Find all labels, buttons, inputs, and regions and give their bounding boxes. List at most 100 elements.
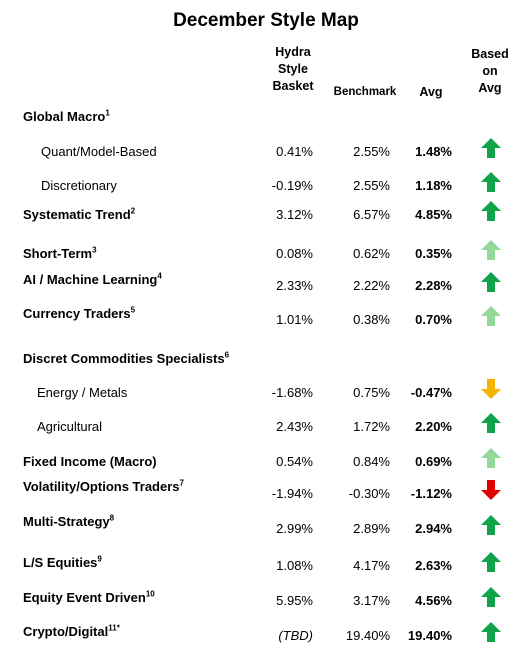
hydra-value: 0.41%	[276, 144, 313, 159]
arrow-up-icon	[481, 587, 501, 607]
arrow-down-icon	[481, 480, 501, 500]
avg-value: 4.56%	[415, 593, 452, 608]
hydra-value: 2.33%	[276, 278, 313, 293]
row-label: Volatility/Options Traders7	[23, 479, 184, 494]
header-based-line1: Based	[471, 47, 509, 61]
footnote-marker: 11*	[108, 623, 120, 633]
arrow-shape	[481, 622, 501, 642]
row-label: Global Macro1	[23, 109, 110, 124]
page-title: December Style Map	[173, 10, 359, 31]
footnote-marker: 10	[145, 589, 155, 599]
arrow-up-icon	[481, 201, 501, 221]
header-avg: Avg	[419, 85, 443, 99]
row-label: Fixed Income (Macro)	[23, 454, 157, 469]
header-based-on-avg: Based on Avg	[470, 46, 510, 97]
hydra-value: 2.43%	[276, 419, 313, 434]
row-label-text: Discret Commodities Specialists	[23, 351, 225, 366]
avg-value: 1.48%	[415, 144, 452, 159]
footnote-marker: 7	[179, 478, 184, 488]
row-label: Quant/Model-Based	[41, 144, 157, 159]
arrow-shape	[481, 515, 501, 535]
arrow-shape	[481, 272, 501, 292]
arrow-up-icon	[481, 306, 501, 326]
row-label: L/S Equities9	[23, 555, 102, 570]
arrow-shape	[481, 413, 501, 433]
benchmark-value: 0.62%	[353, 246, 390, 261]
row-label-text: Energy / Metals	[37, 385, 128, 400]
hydra-value: 0.08%	[276, 246, 313, 261]
arrow-shape	[481, 379, 501, 399]
row-label: Discret Commodities Specialists6	[23, 351, 229, 366]
benchmark-value: 19.40%	[345, 628, 390, 643]
arrow-up-icon	[481, 515, 501, 535]
hydra-value: 2.99%	[276, 521, 313, 536]
benchmark-value: 3.17%	[353, 593, 390, 608]
arrow-shape	[481, 138, 501, 158]
arrow-up-icon	[481, 172, 501, 192]
row-label-text: Fixed Income (Macro)	[23, 454, 157, 469]
avg-value: 4.85%	[415, 207, 452, 222]
benchmark-value: 0.75%	[353, 385, 390, 400]
row-label-text: Volatility/Options Traders	[23, 479, 180, 494]
hydra-value: 3.12%	[276, 207, 313, 222]
hydra-value: -1.68%	[271, 385, 313, 400]
row-label-text: Crypto/Digital	[23, 624, 109, 639]
footnote-marker: 6	[224, 350, 230, 360]
row-label-text: Agricultural	[37, 419, 103, 434]
hydra-value: 1.01%	[276, 312, 313, 327]
arrow-up-icon	[481, 448, 501, 468]
benchmark-value: 2.89%	[353, 521, 390, 536]
row-label: Systematic Trend2	[23, 207, 135, 222]
footnote-marker: 2	[130, 206, 136, 216]
row-label-text: AI / Machine Learning	[23, 272, 158, 287]
avg-value: 2.63%	[415, 558, 452, 573]
row-label: Multi-Strategy8	[23, 514, 114, 529]
benchmark-value: 4.17%	[353, 558, 390, 573]
row-label: Energy / Metals	[37, 385, 127, 400]
row-label-text: Currency Traders	[23, 306, 131, 321]
row-label-text: Systematic Trend	[23, 207, 131, 222]
arrow-shape	[481, 172, 501, 192]
row-label-text: Global Macro	[23, 109, 106, 124]
avg-value: 1.18%	[415, 178, 452, 193]
row-label: Currency Traders5	[23, 306, 135, 321]
arrow-up-icon	[481, 622, 501, 642]
avg-value: 2.28%	[415, 278, 452, 293]
footnote-marker: 3	[92, 245, 97, 255]
header-hydra-line3: Basket	[272, 79, 314, 93]
row-label-text: Discretionary	[41, 178, 117, 193]
header-based-line3: Avg	[478, 81, 502, 95]
avg-value: 0.69%	[415, 454, 452, 469]
avg-value: -0.47%	[410, 385, 452, 400]
footnote-marker: 9	[97, 554, 102, 564]
avg-value: -1.12%	[410, 486, 452, 501]
footnote-marker: 8	[109, 513, 115, 523]
hydra-value: (TBD)	[278, 628, 313, 643]
arrow-up-icon	[481, 138, 501, 158]
arrow-up-icon	[481, 552, 501, 572]
arrow-shape	[481, 480, 501, 500]
header-hydra-style-basket: Hydra Style Basket	[258, 44, 328, 95]
header-hydra-line1: Hydra	[275, 45, 311, 59]
hydra-value: 0.54%	[276, 454, 313, 469]
row-label: Crypto/Digital11*	[23, 624, 120, 639]
avg-value: 19.40%	[407, 628, 452, 643]
row-label: Agricultural	[37, 419, 102, 434]
header-hydra-line2: Style	[278, 62, 308, 76]
arrow-shape	[481, 448, 501, 468]
row-label: Discretionary	[41, 178, 117, 193]
arrow-up-icon	[481, 240, 501, 260]
benchmark-value: 2.55%	[353, 144, 390, 159]
arrow-shape	[481, 240, 501, 260]
benchmark-value: 2.55%	[353, 178, 390, 193]
row-label-text: Multi-Strategy	[23, 514, 110, 529]
benchmark-value: -0.30%	[348, 486, 390, 501]
avg-value: 2.20%	[415, 419, 452, 434]
benchmark-value: 1.72%	[353, 419, 390, 434]
footnote-marker: 1	[105, 108, 110, 118]
benchmark-value: 0.38%	[353, 312, 390, 327]
hydra-value: 5.95%	[276, 593, 313, 608]
header-benchmark: Benchmark	[333, 86, 397, 98]
avg-value: 0.35%	[415, 246, 452, 261]
row-label: AI / Machine Learning4	[23, 272, 162, 287]
